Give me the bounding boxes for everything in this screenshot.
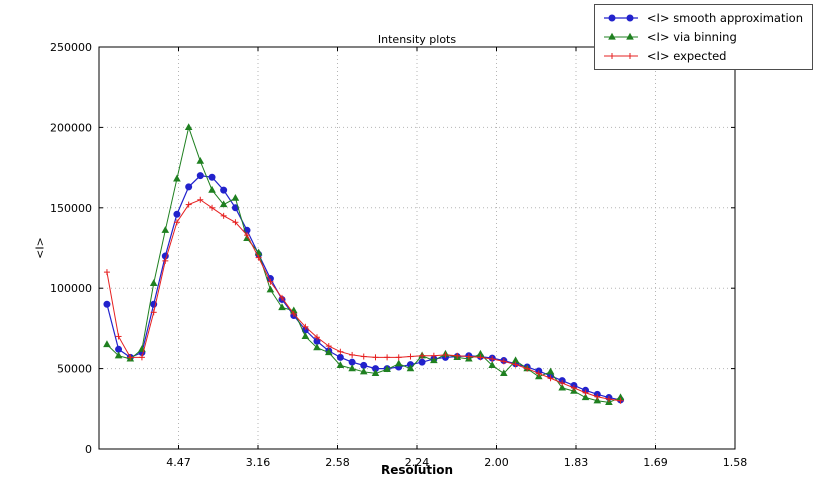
svg-text:3.16: 3.16 [246, 456, 271, 469]
legend-label: <I> smooth approximation [646, 11, 803, 25]
legend-entry: <I> smooth approximation [602, 10, 803, 26]
svg-text:200000: 200000 [50, 121, 92, 134]
svg-text:4.47: 4.47 [166, 456, 191, 469]
x-axis-label: Resolution [380, 463, 454, 477]
legend-entry: <I> via binning [602, 29, 803, 45]
svg-text:150000: 150000 [50, 202, 92, 215]
chart-title: Intensity plots [377, 33, 457, 46]
svg-text:2.00: 2.00 [484, 456, 509, 469]
legend-sample-via-binning-icon [603, 32, 638, 40]
svg-text:1.69: 1.69 [643, 456, 668, 469]
svg-text:100000: 100000 [50, 282, 92, 295]
legend-label: <I> expected [646, 49, 727, 63]
legend-entry: <I> expected [602, 48, 803, 64]
svg-text:0: 0 [85, 443, 92, 456]
svg-text:1.58: 1.58 [723, 456, 748, 469]
svg-text:2.24: 2.24 [405, 456, 430, 469]
svg-text:50000: 50000 [57, 363, 92, 376]
legend: <I> smooth approximation <I> via binning… [593, 4, 813, 70]
legend-sample-smooth-approximation-icon [603, 14, 638, 22]
svg-text:1.83: 1.83 [564, 456, 589, 469]
y-axis-label: <I> [33, 237, 47, 259]
legend-label: <I> via binning [646, 30, 737, 44]
svg-text:2.58: 2.58 [325, 456, 350, 469]
svg-text:250000: 250000 [50, 41, 92, 54]
legend-sample-expected-icon [603, 53, 638, 59]
